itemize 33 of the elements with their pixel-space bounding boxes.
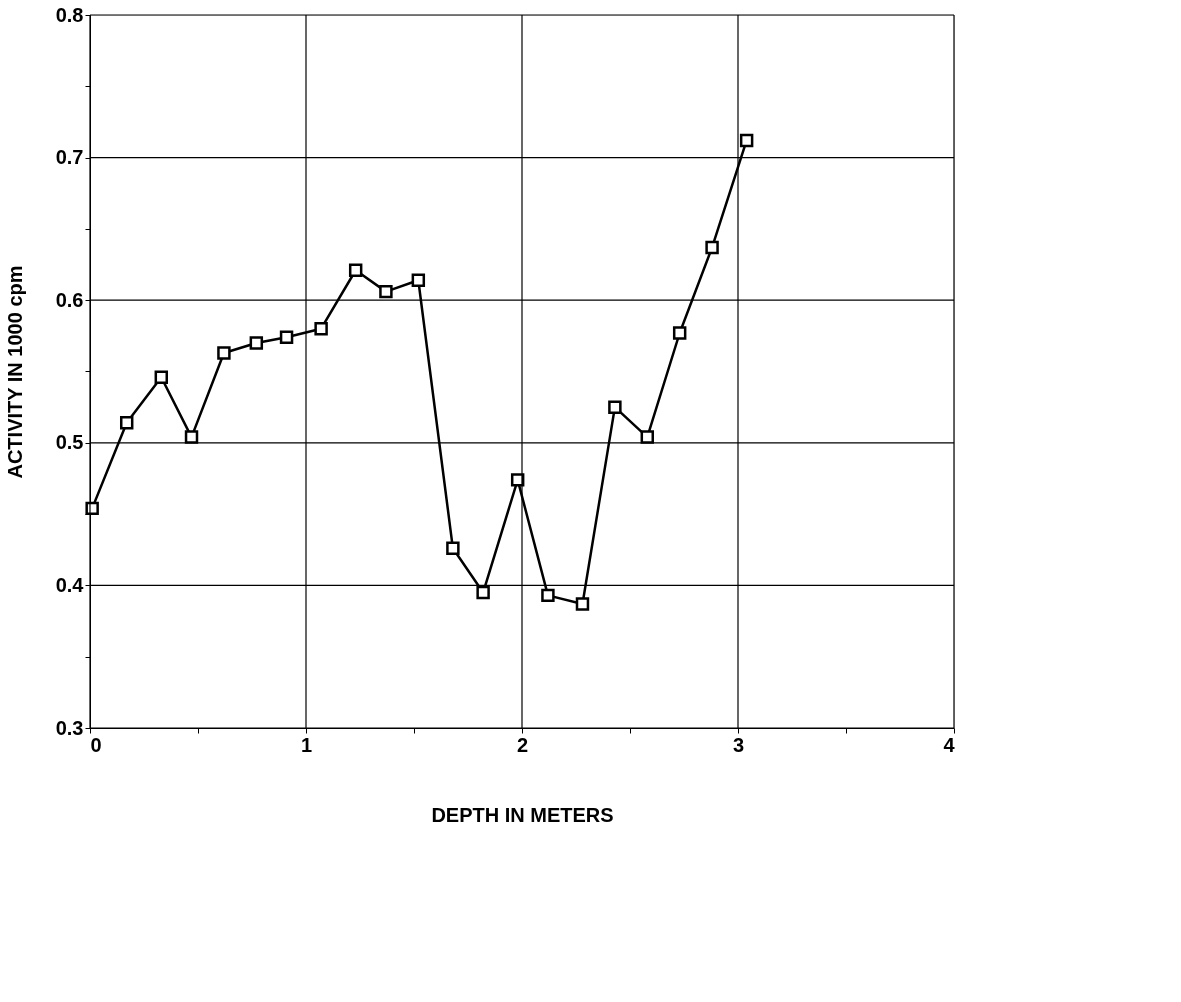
point	[640, 430, 655, 444]
y-tick-label: 0.3	[55, 716, 84, 739]
point	[575, 597, 590, 611]
point	[672, 326, 687, 340]
x-axis-title: DEPTH IN METERS	[431, 803, 614, 826]
point	[739, 133, 754, 148]
point	[348, 263, 363, 277]
point	[411, 273, 426, 287]
y-tick-label: 0.7	[55, 146, 84, 169]
point	[119, 416, 134, 430]
point	[217, 346, 231, 360]
point	[279, 330, 294, 344]
x-tick-label: 0	[90, 733, 102, 756]
y-axis-title: ACTIVITY IN 1000 cpm	[3, 265, 26, 479]
x-tick-label: 4	[943, 733, 956, 756]
point	[705, 240, 719, 255]
x-tick-label: 2	[516, 733, 529, 756]
point	[154, 370, 169, 384]
y-tick-label: 0.5	[55, 431, 84, 454]
x-tick-label: 3	[732, 733, 745, 756]
y-tick-label: 0.4	[55, 573, 85, 596]
point	[249, 336, 264, 350]
point	[85, 501, 99, 516]
y-tick-label: 0.8	[55, 3, 84, 26]
point	[314, 321, 328, 336]
x-tick-label: 1	[300, 733, 313, 756]
point	[476, 585, 490, 600]
point	[379, 284, 393, 299]
point	[446, 541, 460, 556]
y-tick-label: 0.6	[55, 288, 84, 311]
point	[608, 400, 622, 414]
point	[541, 588, 555, 603]
point	[184, 430, 199, 444]
